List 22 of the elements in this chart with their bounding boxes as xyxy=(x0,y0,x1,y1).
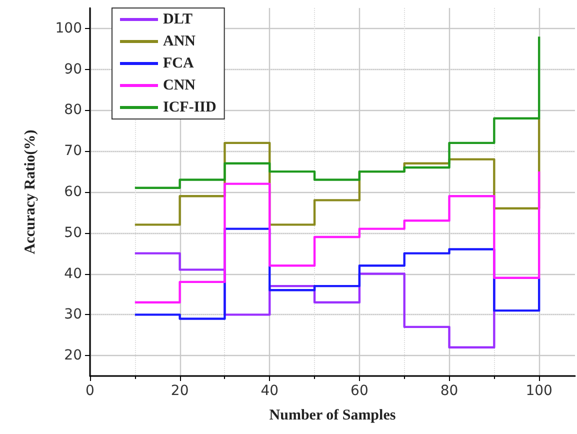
y-tick-label: 80 xyxy=(64,102,82,118)
y-tick-label: 50 xyxy=(64,224,82,241)
legend-label: ANN xyxy=(163,34,196,50)
y-axis-title: Accuracy Ratio(%) xyxy=(22,130,38,254)
legend-label: CNN xyxy=(163,78,196,94)
legend-label: DLT xyxy=(163,12,192,28)
y-tick-label: 70 xyxy=(64,143,82,160)
y-tick-label: 90 xyxy=(64,61,82,78)
y-tick-label: 20 xyxy=(64,348,82,364)
y-tick-label: 40 xyxy=(64,266,82,282)
y-tick-label: 60 xyxy=(64,184,82,200)
x-tick-label: 100 xyxy=(526,383,552,399)
y-tick-label: 30 xyxy=(64,306,82,323)
legend-label: FCA xyxy=(163,56,194,72)
x-tick-label: 80 xyxy=(440,383,458,399)
x-tick-label: 40 xyxy=(260,383,279,399)
x-tick-label: 20 xyxy=(170,383,189,399)
x-axis-title: Number of Samples xyxy=(269,408,396,424)
y-tick-label: 100 xyxy=(55,20,82,36)
x-tick-label: 60 xyxy=(350,383,368,399)
legend-label: ICF-IID xyxy=(163,100,216,116)
x-tick-label: 0 xyxy=(86,383,94,399)
